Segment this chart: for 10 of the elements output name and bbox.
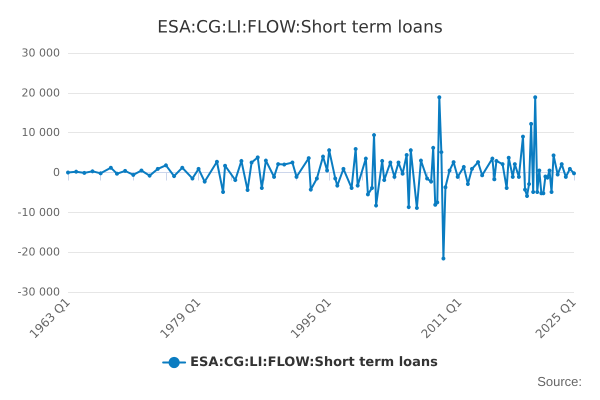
y-tick-label: 30 000 bbox=[22, 46, 60, 60]
chart-title: ESA:CG:LI:FLOW:Short term loans bbox=[157, 18, 443, 38]
y-tick-label: -20 000 bbox=[18, 246, 60, 259]
y-tick-label: 10 000 bbox=[22, 126, 60, 140]
y-tick-label: 0 bbox=[53, 166, 60, 179]
legend-label: ESA:CG:LI:FLOW:Short term loans bbox=[190, 355, 438, 370]
y-tick-label: -10 000 bbox=[18, 206, 60, 219]
y-tick-label: 20 000 bbox=[22, 86, 60, 100]
y-tick-label: -30 000 bbox=[18, 286, 60, 298]
source-note: Source: bbox=[537, 374, 582, 389]
